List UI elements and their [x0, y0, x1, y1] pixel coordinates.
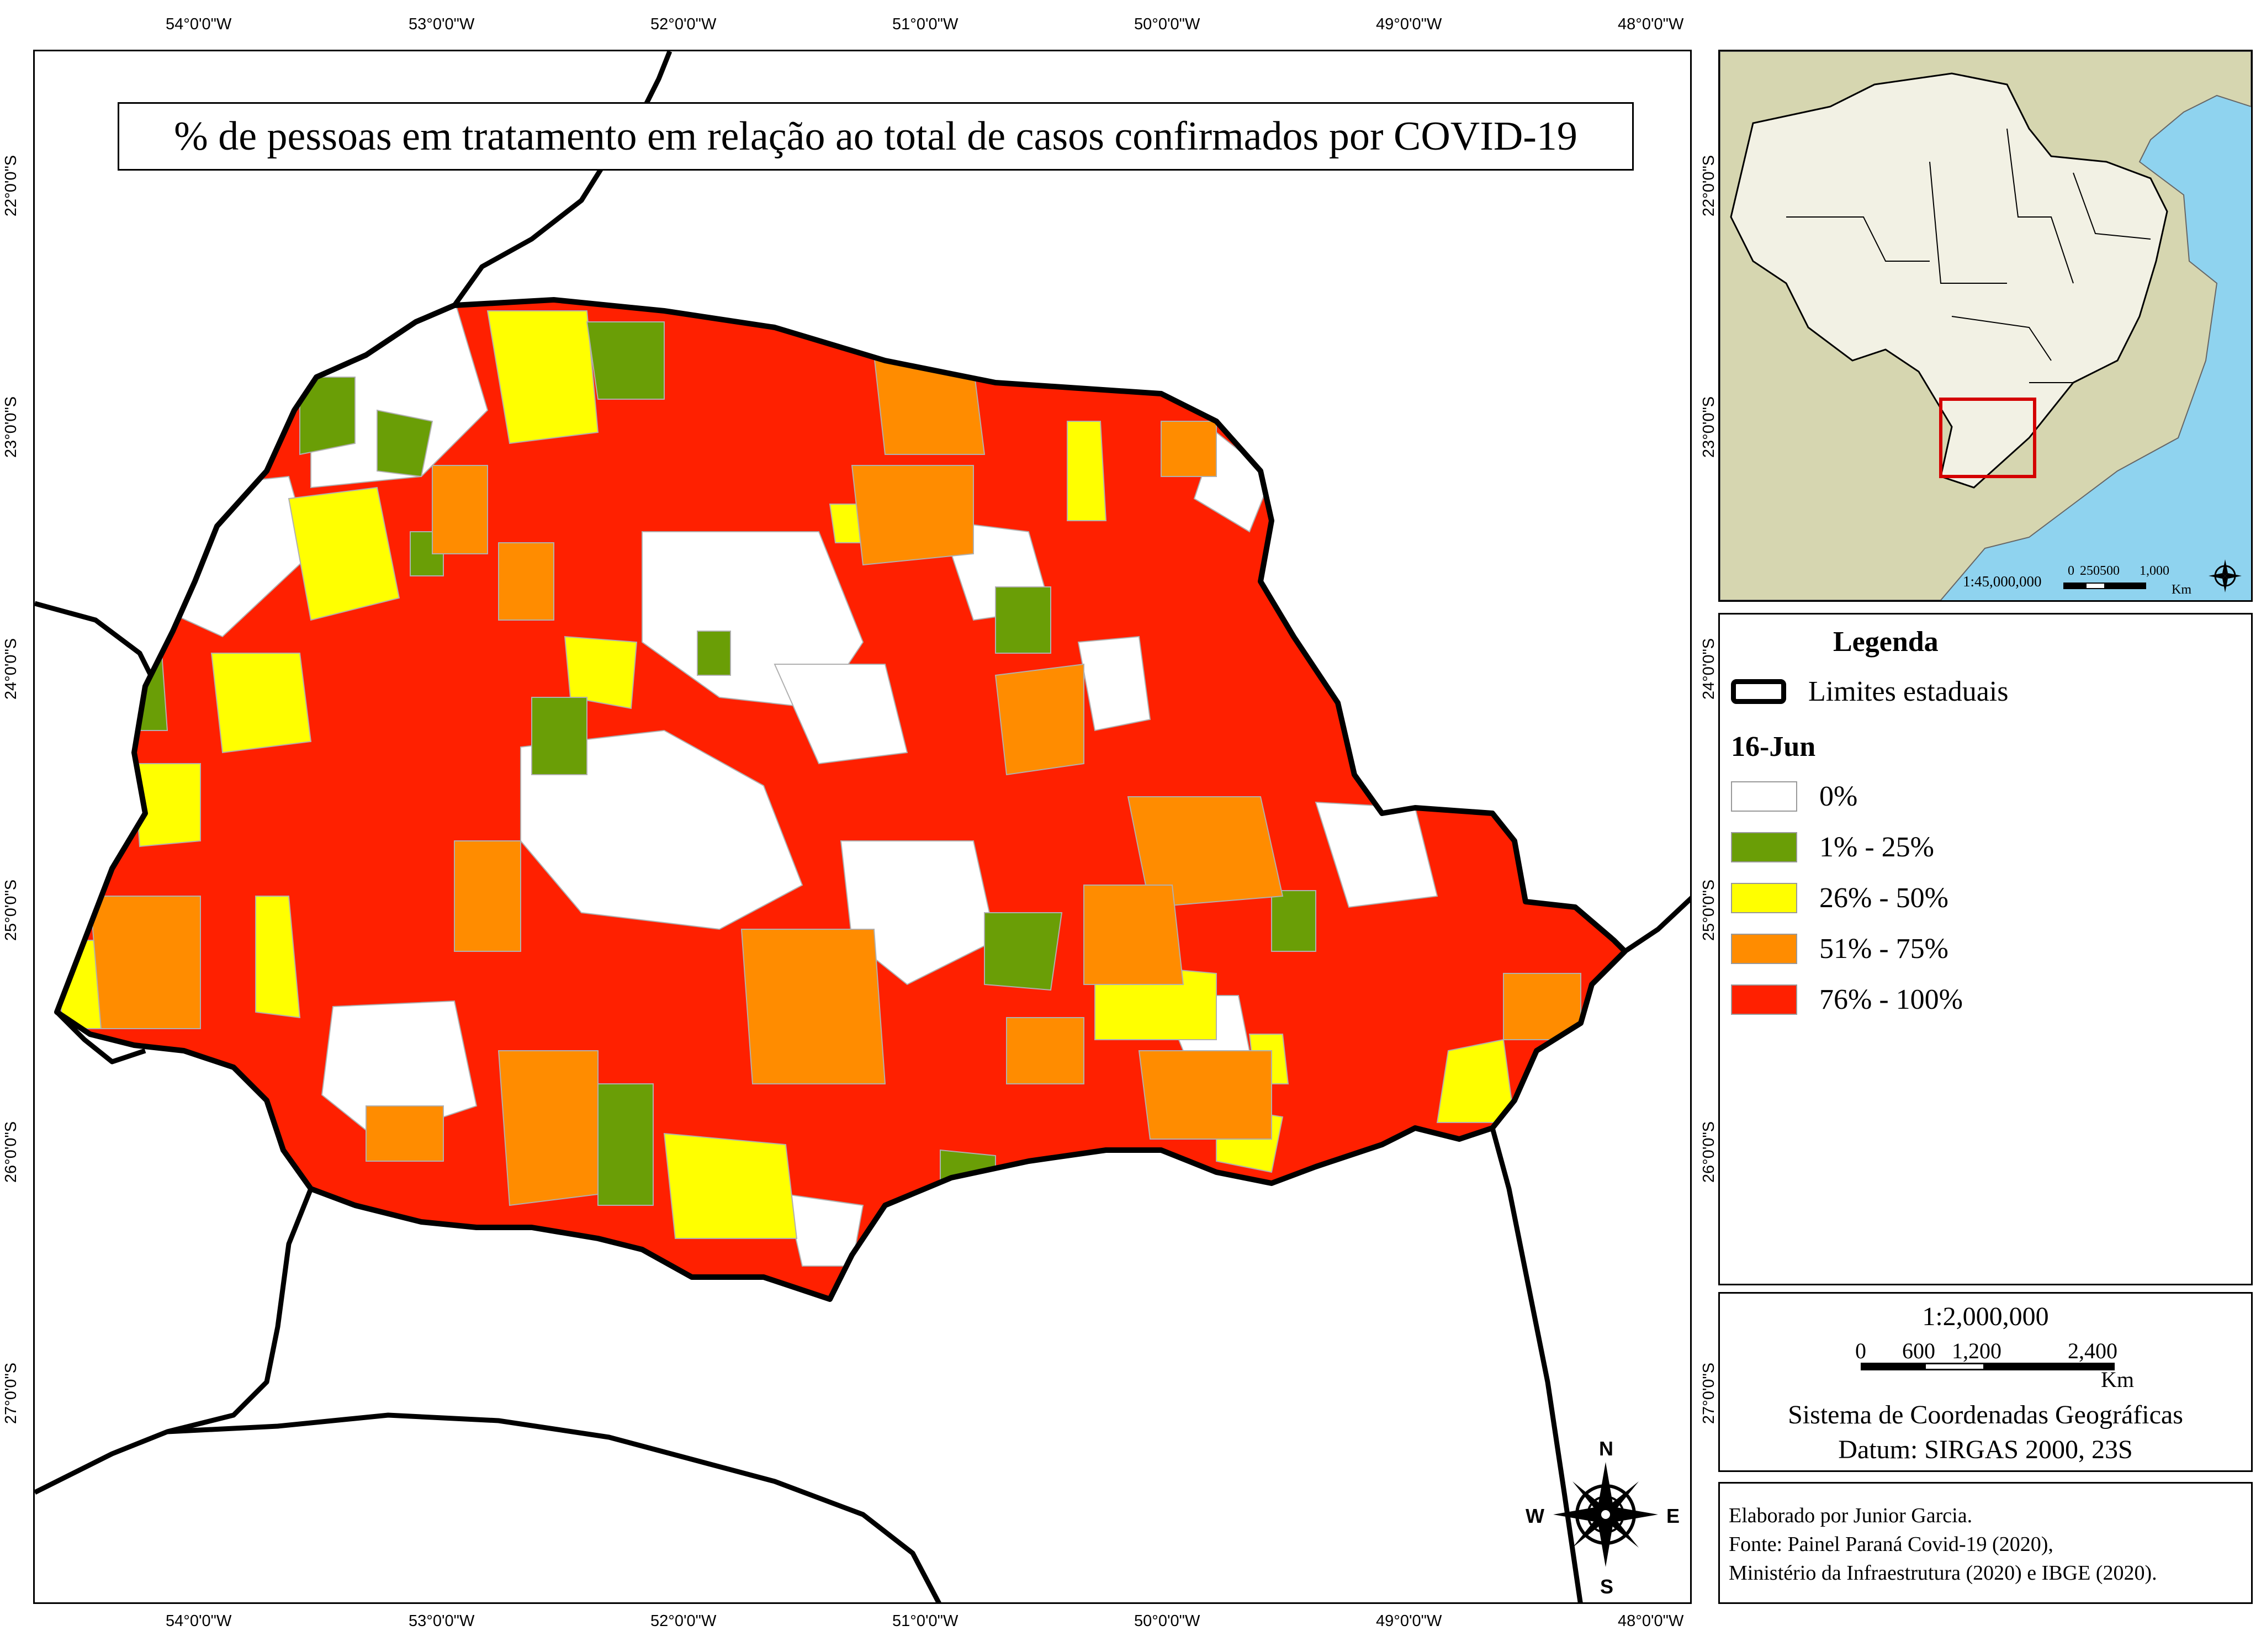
lon-label-bottom: 52°0'0"W [650, 1612, 717, 1630]
compass-s: S [1600, 1575, 1614, 1598]
legend-label: 0% [1819, 781, 1858, 812]
legend-label: 51% - 75% [1819, 933, 1948, 965]
lon-label-bottom: 48°0'0"W [1618, 1612, 1684, 1630]
lon-label-top: 50°0'0"W [1134, 15, 1200, 33]
compass-w: W [1526, 1505, 1544, 1527]
inset-scale-unit: Km [2172, 583, 2191, 597]
credit-line: Ministério da Infraestrutura (2020) e IB… [1729, 1561, 2157, 1585]
state-border-line [452, 51, 673, 307]
inset-map[interactable]: 1:45,000,000 0 250 500 1,000 Km [1718, 50, 2253, 602]
legend-swatch [1731, 934, 1797, 964]
scale-bar [1861, 1363, 2115, 1370]
state-border-line [167, 1412, 941, 1602]
credit-line: Fonte: Painel Paraná Covid-19 (2020), [1729, 1533, 2053, 1556]
legend-item-class-1: 1% - 25% [1731, 831, 1934, 864]
state-border-line [1490, 1127, 1583, 1602]
legend-label: Limites estaduais [1808, 676, 2009, 707]
datum-label: Datum: SIRGAS 2000, 23S [1838, 1435, 2133, 1464]
lon-label-top: 52°0'0"W [650, 15, 717, 33]
state-border-line [55, 1010, 146, 1065]
inset-scale-tick: 500 [2100, 564, 2120, 578]
inset-scale-tick: 1,000 [2140, 564, 2169, 578]
lat-label-right: 24°0'0"S [1700, 638, 1718, 700]
credit-line: Elaborado por Junior Garcia. [1729, 1504, 1973, 1527]
inset-scale-tick: 0 [2068, 564, 2074, 578]
scale-unit: Km [2101, 1367, 2134, 1392]
inset-canvas [1720, 51, 2251, 600]
lat-label-left: 23°0'0"S [2, 396, 20, 458]
parana-locator-box [1939, 398, 2036, 478]
brazil-land [1730, 72, 2168, 489]
lon-label-top: 49°0'0"W [1376, 15, 1442, 33]
inset-scale-bar [2063, 583, 2146, 589]
lat-label-right: 22°0'0"S [1700, 155, 1718, 217]
inset-scale-ratio: 1:45,000,000 [1963, 573, 2042, 590]
legend-swatch [1731, 781, 1797, 812]
legend-title: Legenda [1833, 626, 1939, 658]
compass-e: E [1666, 1505, 1680, 1527]
lat-label-left: 24°0'0"S [2, 638, 20, 700]
legend-swatch [1731, 984, 1797, 1015]
coastline [1623, 896, 1690, 954]
lon-label-top: 48°0'0"W [1618, 15, 1684, 33]
scale-panel: 1:2,000,000 0 600 1,200 2,400 Km Sistema… [1718, 1292, 2253, 1472]
lat-label-right: 23°0'0"S [1700, 396, 1718, 458]
lon-label-bottom: 54°0'0"W [166, 1612, 232, 1630]
state-boundary-swatch [1731, 679, 1786, 704]
legend-item-class-3: 51% - 75% [1731, 933, 1948, 965]
lon-label-top: 54°0'0"W [166, 15, 232, 33]
legend-swatch [1731, 883, 1797, 913]
lon-label-bottom: 53°0'0"W [409, 1612, 475, 1630]
lon-label-bottom: 51°0'0"W [892, 1612, 959, 1630]
state-border-line [35, 601, 159, 688]
lon-label-bottom: 49°0'0"W [1376, 1612, 1442, 1630]
state-border-line [35, 1188, 314, 1495]
lat-label-left: 22°0'0"S [2, 155, 20, 217]
map-title: % de pessoas em tratamento em relação ao… [118, 102, 1634, 171]
lat-label-right: 25°0'0"S [1700, 879, 1718, 941]
lat-label-left: 27°0'0"S [2, 1362, 20, 1425]
lat-label-left: 25°0'0"S [2, 879, 20, 941]
scale-tick: 600 [1902, 1338, 1935, 1363]
legend-label: 76% - 100% [1819, 984, 1963, 1015]
lat-label-right: 27°0'0"S [1700, 1362, 1718, 1425]
legend-label: 1% - 25% [1819, 832, 1934, 863]
scale-tick: 0 [1855, 1338, 1866, 1363]
lat-label-left: 26°0'0"S [2, 1121, 20, 1183]
lon-label-top: 51°0'0"W [892, 15, 959, 33]
compass-rose [1553, 1462, 1658, 1567]
credits-panel: Elaborado por Junior Garcia. Fonte: Pain… [1718, 1482, 2253, 1604]
legend-item-class-4: 76% - 100% [1731, 983, 1963, 1016]
map-canvas [35, 51, 1690, 1602]
compass-n: N [1599, 1437, 1613, 1460]
legend-label: 26% - 50% [1819, 882, 1948, 914]
scale-tick: 1,200 [1952, 1338, 2001, 1363]
legend-item-state-boundary: Limites estaduais [1731, 675, 2008, 708]
lat-label-right: 26°0'0"S [1700, 1121, 1718, 1183]
legend-swatch [1731, 832, 1797, 862]
lon-label-bottom: 50°0'0"W [1134, 1612, 1200, 1630]
scale-tick: 2,400 [2068, 1338, 2117, 1363]
legend-panel: Legenda Limites estaduais 16-Jun 0% 1% -… [1718, 613, 2253, 1285]
inset-scale-tick: 250 [2080, 564, 2100, 578]
inset-compass [2209, 559, 2242, 592]
parana-boundary [54, 297, 1628, 1302]
main-map[interactable]: % de pessoas em tratamento em relação ao… [33, 50, 1692, 1604]
lon-label-top: 53°0'0"W [409, 15, 475, 33]
legend-item-class-0: 0% [1731, 780, 1857, 813]
legend-item-class-2: 26% - 50% [1731, 882, 1948, 914]
scale-ratio: 1:2,000,000 [1922, 1302, 2049, 1331]
legend-date: 16-Jun [1731, 731, 1816, 763]
crs-label: Sistema de Coordenadas Geográficas [1788, 1400, 2183, 1429]
